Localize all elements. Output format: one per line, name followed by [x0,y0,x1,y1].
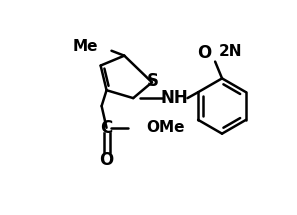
Text: O: O [99,151,114,169]
Text: S: S [147,72,159,90]
Text: O: O [197,44,211,62]
Text: NH: NH [161,89,189,107]
Text: OMe: OMe [146,120,184,135]
Text: 2N: 2N [219,44,243,59]
Text: C: C [100,119,113,137]
Text: Me: Me [72,39,98,54]
